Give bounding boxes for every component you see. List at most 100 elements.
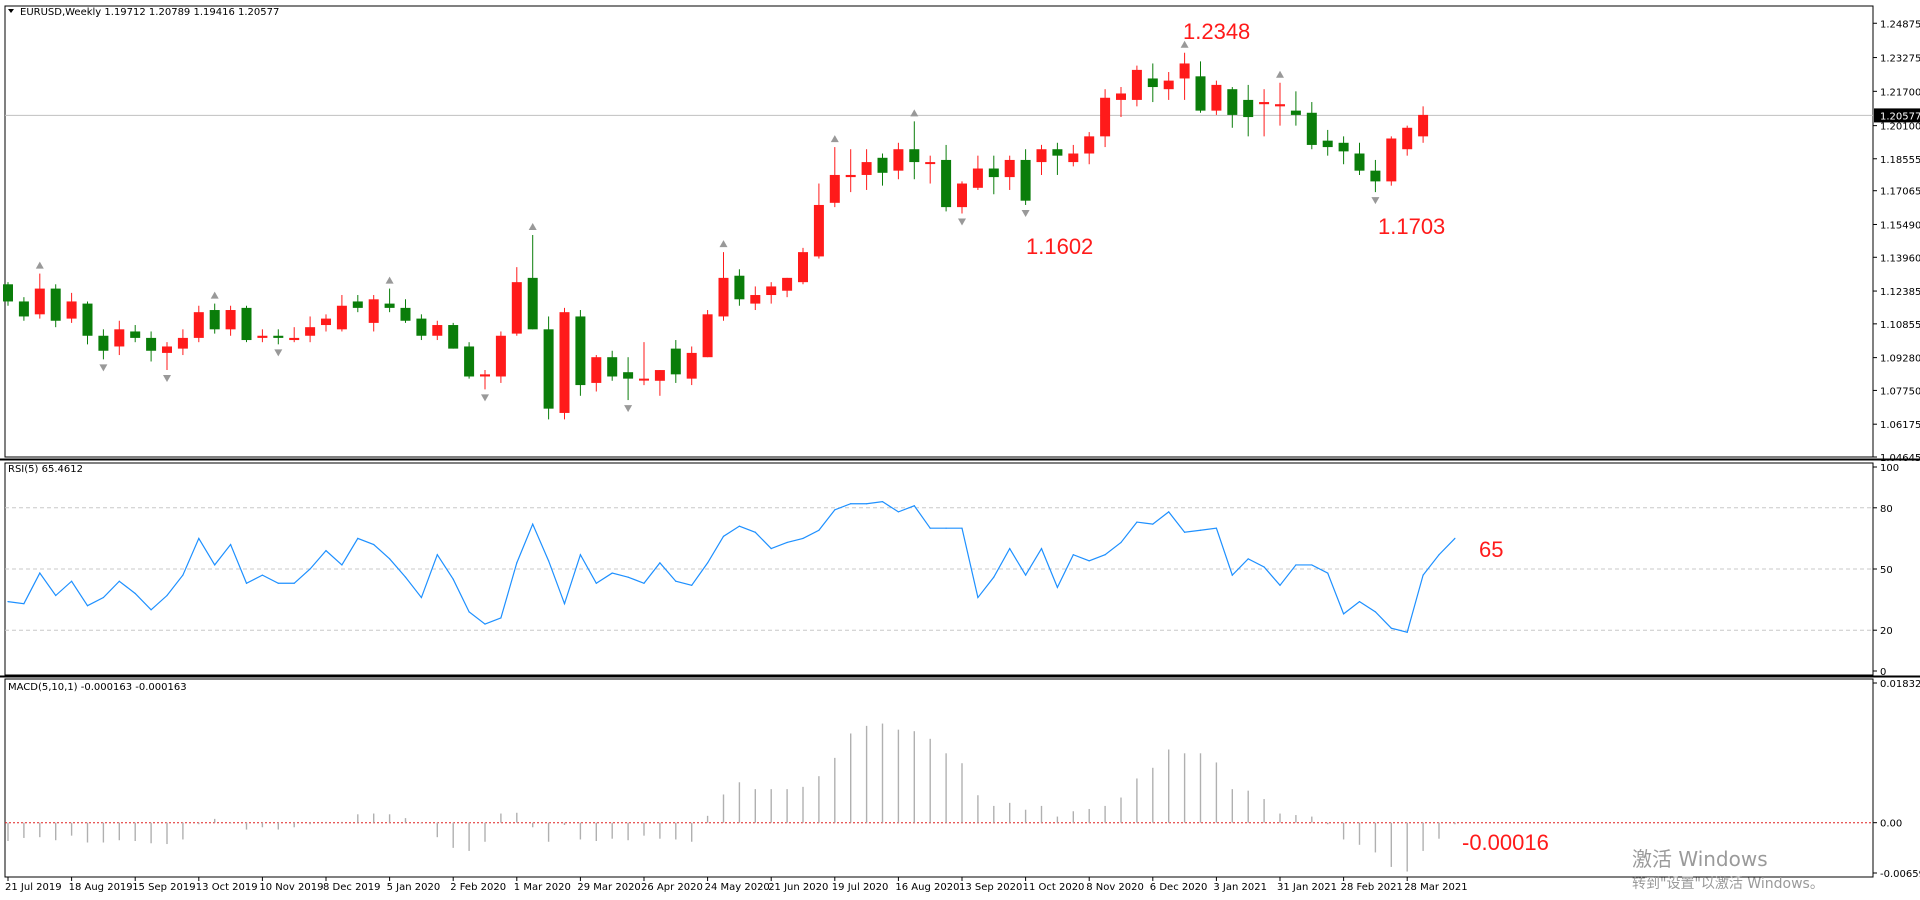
rsi-point [786, 541, 788, 544]
rsi-point [659, 562, 661, 564]
candle-body [495, 335, 506, 377]
candle-body [734, 275, 745, 300]
rsi-point [1056, 586, 1058, 588]
candle-body [416, 318, 427, 336]
candle-body [209, 310, 220, 330]
candle-body [1163, 80, 1174, 90]
candle-body [162, 346, 172, 353]
rsi-series [7, 501, 1456, 633]
rsi-point [214, 564, 216, 566]
candle-body [798, 252, 808, 283]
fractal-up-icon [719, 240, 728, 248]
rsi-point [1279, 584, 1281, 586]
fractal-down-icon [163, 375, 171, 383]
candle-body [50, 288, 61, 321]
rsi-point [484, 623, 486, 625]
candle-body [686, 352, 697, 379]
candle-body [432, 325, 443, 336]
fractal-down-icon [624, 405, 633, 413]
candle-body [1052, 149, 1063, 156]
rsi-point [55, 594, 57, 597]
rsi-point [293, 582, 295, 584]
fractal-up-icon [35, 261, 44, 269]
candle-body [1036, 149, 1047, 163]
rsi-tick-label: 0 [1880, 667, 1886, 678]
rsi-point [643, 582, 645, 584]
candle-body [82, 303, 93, 336]
rsi-point [468, 611, 470, 613]
rsi-point [341, 564, 343, 566]
candle-body [1116, 93, 1126, 100]
macd-panel-frame [4, 678, 1874, 878]
date-tick-label: 31 Jan 2021 [1277, 882, 1337, 893]
fractal-up-icon [910, 109, 919, 117]
candle-body [1100, 97, 1111, 137]
candle-body [464, 346, 475, 377]
candle-body [114, 329, 125, 347]
rsi-point [1215, 527, 1217, 529]
rsi-point [436, 554, 438, 556]
rsi-header: RSI(5) 65.4612 [8, 464, 83, 475]
candle-body [1227, 89, 1238, 115]
rsi-point [198, 537, 200, 540]
price-tick-label: 1.09280 [1880, 354, 1920, 365]
date-tick-label: 29 Mar 2020 [577, 882, 640, 893]
candle-body [146, 337, 157, 351]
fractal-up-icon [385, 276, 394, 284]
candle-body [1147, 78, 1158, 88]
rsi-point [357, 537, 359, 540]
candle-body [909, 149, 920, 163]
rsi-point [23, 603, 25, 605]
rsi-point [1295, 564, 1297, 566]
rsi-point [1422, 574, 1424, 576]
candle-body [654, 370, 665, 381]
rsi-point [500, 617, 502, 619]
price-tick-label: 1.04645 [1880, 453, 1920, 464]
candle-body [1179, 63, 1190, 79]
candle-body [1338, 142, 1349, 152]
candle-body [1306, 112, 1317, 145]
price-tick-label: 1.17065 [1880, 187, 1920, 198]
date-tick-label: 13 Sep 2020 [959, 882, 1022, 893]
candlesticks [3, 52, 1429, 420]
rsi-tick-label: 80 [1880, 504, 1893, 515]
rsi-point [881, 501, 884, 503]
date-tick-label: 3 Jan 2021 [1213, 882, 1267, 893]
rsi-point [818, 529, 820, 531]
rsi-point [1327, 572, 1329, 574]
rsi-point [7, 601, 9, 603]
rsi-point [834, 509, 836, 511]
fractal-up-icon [1180, 40, 1189, 48]
rsi-point [738, 525, 741, 527]
rsi-tick-label: 100 [1880, 463, 1899, 474]
date-axis: 21 Jul 2019 18 Aug 2019 15 Sep 2019 13 Oct … [5, 877, 1468, 893]
candle-body [1290, 110, 1301, 115]
candle-body [400, 307, 411, 321]
candle-body [177, 337, 188, 349]
candle-body [813, 204, 824, 257]
candle-body [193, 312, 204, 338]
candle-body [66, 301, 77, 319]
rsi-point [627, 576, 629, 578]
rsi-point [850, 503, 852, 505]
macd-tick-label: 0.01832 [1880, 679, 1920, 690]
candle-body [273, 335, 284, 338]
candle-body [1259, 102, 1270, 105]
rsi-point [230, 543, 232, 546]
dropdown-triangle-icon[interactable] [8, 9, 14, 13]
candle-body [1084, 136, 1095, 154]
fractal-markers [35, 40, 1380, 413]
date-tick-label: 16 Aug 2020 [895, 882, 959, 893]
date-tick-label: 21 Jul 2019 [5, 882, 62, 893]
rsi-point [1390, 627, 1392, 629]
price-panel-frame [4, 5, 1874, 458]
rsi-point [611, 572, 613, 574]
date-tick-label: 26 Apr 2020 [641, 882, 703, 893]
candle-body [305, 327, 316, 336]
candle-body [527, 277, 538, 330]
price-tick-label: 1.18555 [1880, 155, 1920, 166]
candle-body [941, 159, 952, 208]
rsi-point [548, 560, 550, 562]
price-tick-label: 1.20100 [1880, 122, 1920, 133]
